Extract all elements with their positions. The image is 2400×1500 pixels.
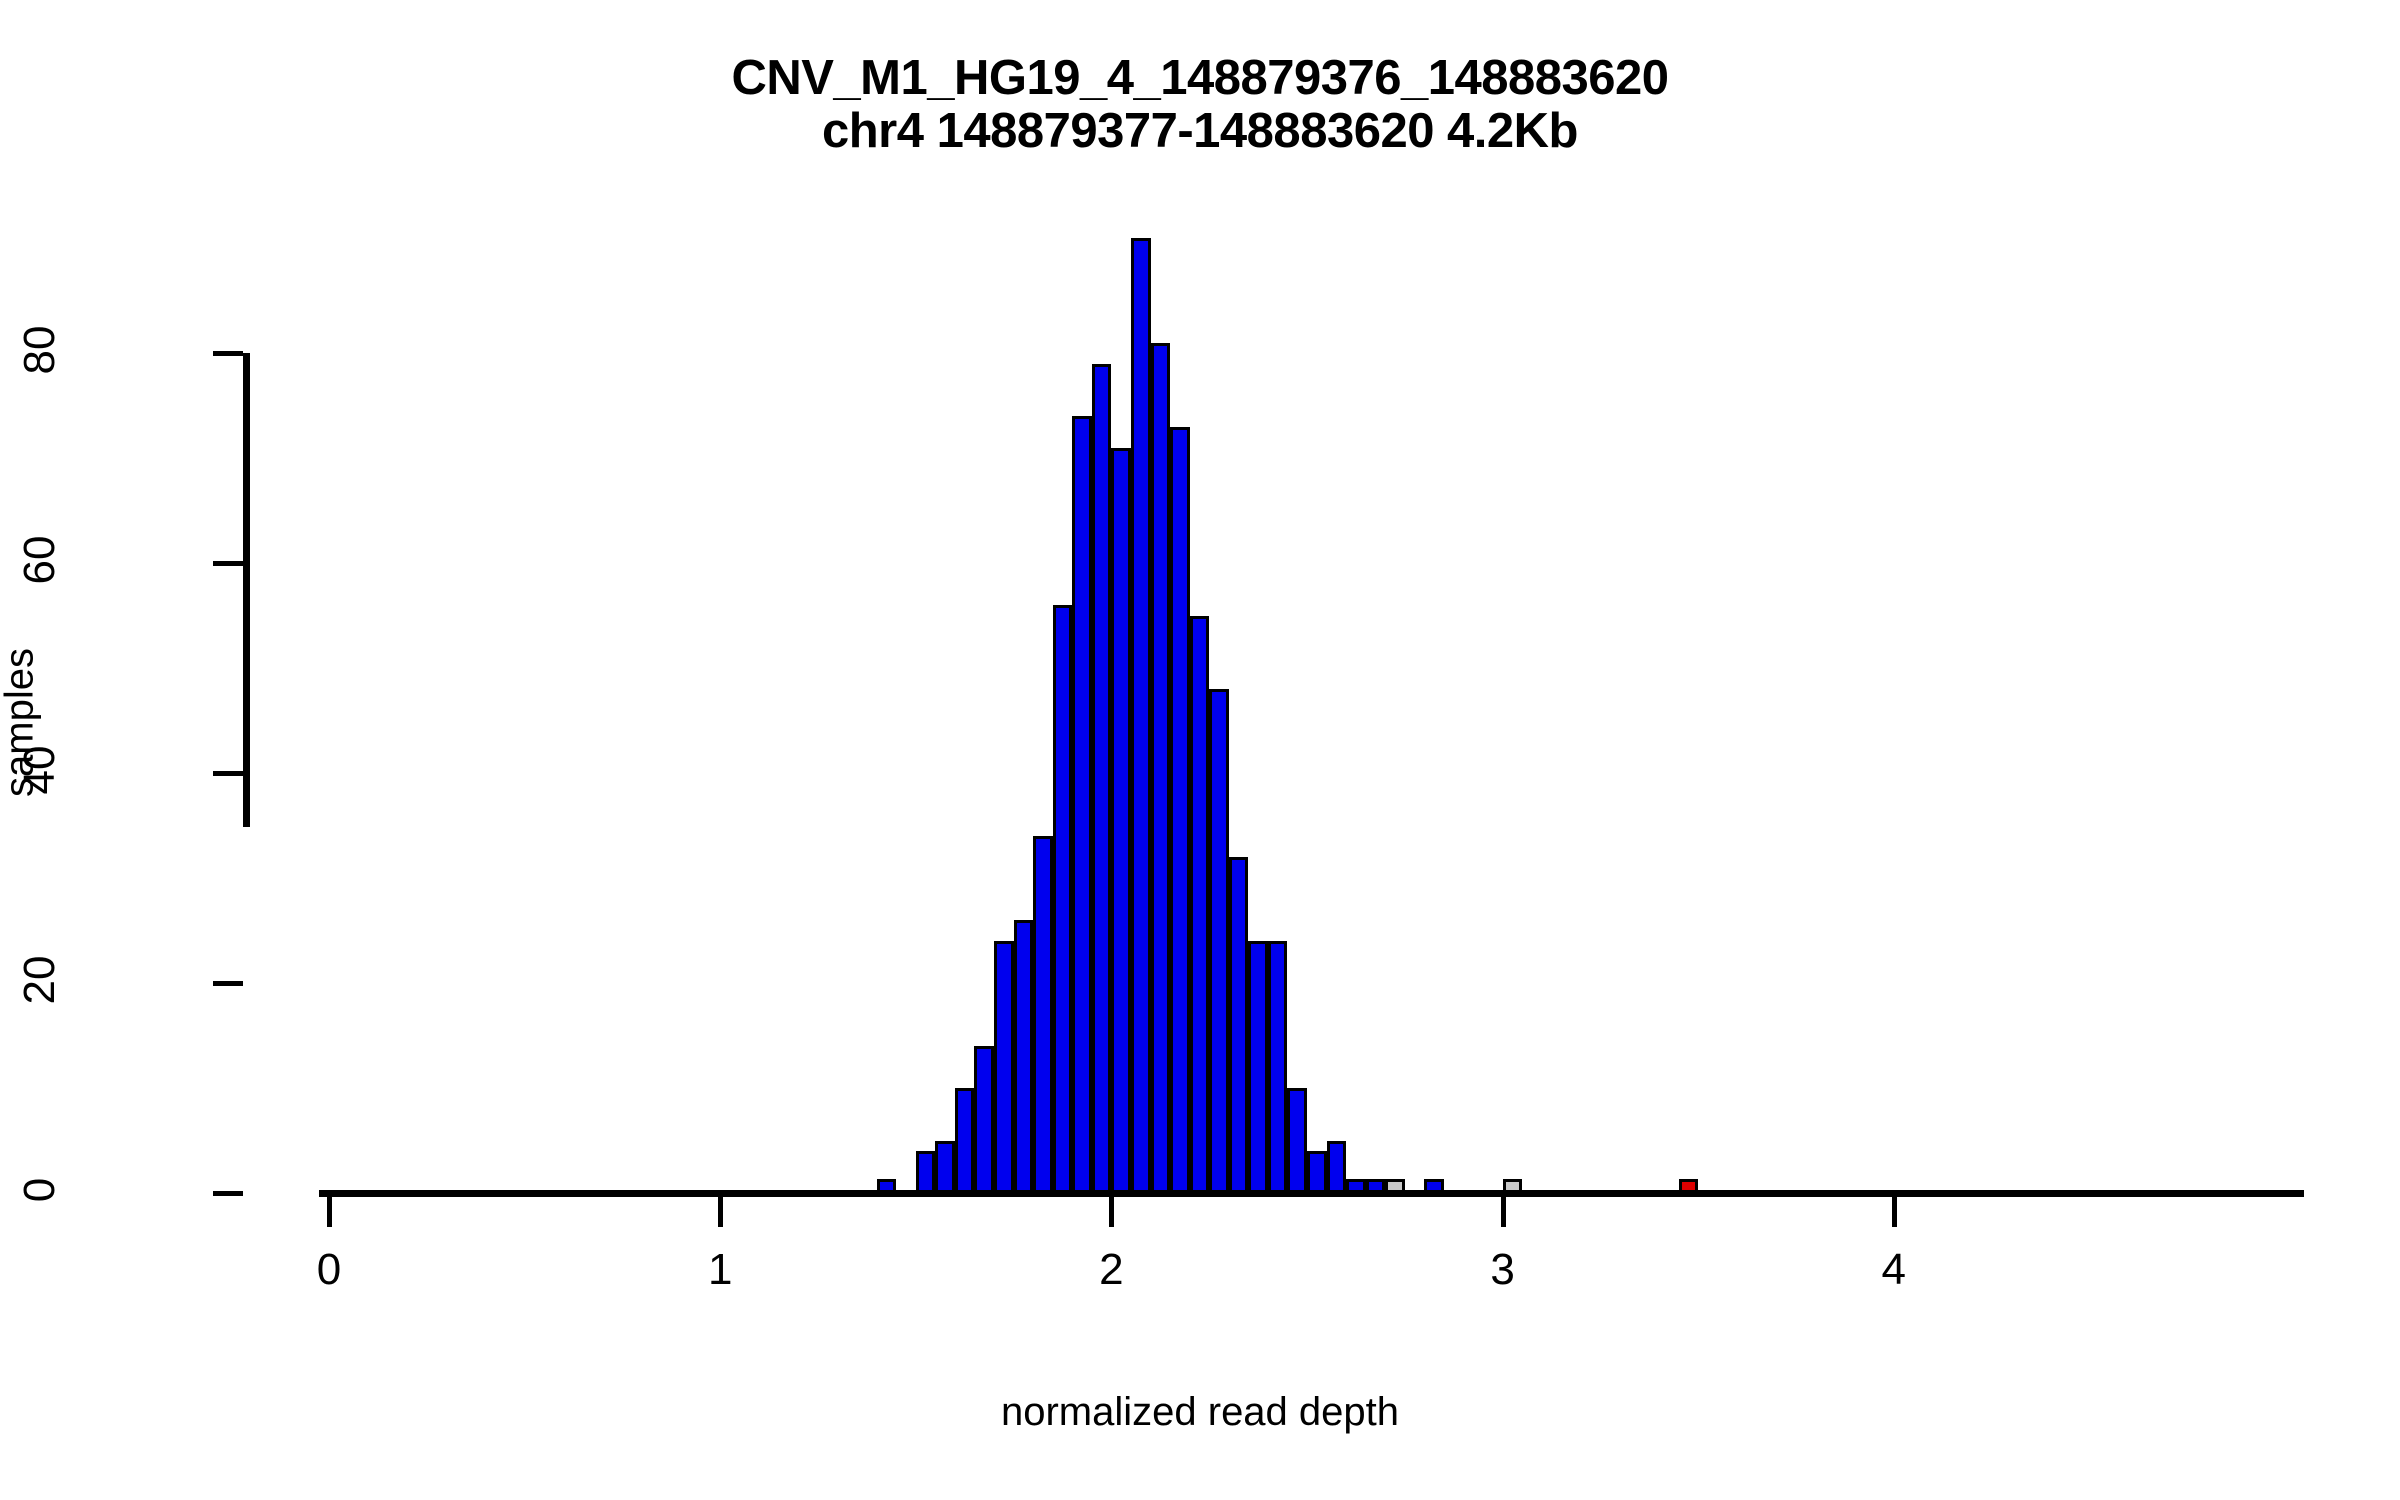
histogram-bar [1033, 836, 1053, 1193]
y-axis-tick-label: 80 [15, 325, 64, 375]
histogram-bar [1150, 342, 1171, 1193]
histogram-bar [1502, 1179, 1523, 1193]
histogram-bar [935, 1140, 955, 1193]
histogram-bar [1130, 237, 1151, 1193]
histogram-bar [915, 1151, 936, 1193]
histogram-bar [1385, 1179, 1405, 1193]
histogram-bar [1170, 426, 1190, 1193]
y-axis-tick [213, 351, 243, 356]
x-axis-tick [327, 1197, 332, 1227]
x-axis-tick-label: 4 [1881, 1245, 1907, 1294]
histogram-bar [954, 1088, 975, 1193]
x-axis-tick [718, 1197, 724, 1227]
histogram-bar [1072, 416, 1092, 1193]
histogram-bar [974, 1046, 995, 1193]
histogram-bar [1189, 615, 1210, 1193]
histogram-bar [1013, 920, 1034, 1193]
histogram-bar [1287, 1088, 1307, 1193]
x-axis-label: normalized read depth [1000, 1390, 1400, 1434]
y-axis-tick-label: 0 [15, 1177, 64, 1203]
histogram-bar [1326, 1140, 1347, 1193]
histogram-bar [1307, 1151, 1327, 1193]
x-axis-tick [1891, 1197, 1897, 1227]
histogram-bar [1267, 941, 1288, 1193]
histogram-bar [1228, 857, 1249, 1193]
x-axis-tick-label: 0 [316, 1245, 342, 1294]
histogram-bar [1346, 1179, 1366, 1193]
x-axis-tick [1500, 1197, 1506, 1227]
histogram-bar [1209, 689, 1229, 1193]
y-axis-label: samples [0, 648, 42, 797]
x-axis-tick-label: 1 [707, 1245, 733, 1294]
histogram-bar [1424, 1179, 1444, 1193]
x-axis-tick [1109, 1197, 1115, 1227]
y-axis-tick [213, 981, 243, 986]
histogram-bar [1111, 447, 1131, 1193]
histogram-bar [1052, 605, 1073, 1193]
histogram-bar [876, 1179, 897, 1193]
x-axis-tick-label: 2 [1099, 1245, 1124, 1294]
histogram-bar [1091, 363, 1112, 1193]
chart-title-line-1: CNV_M1_HG19_4_148879376_148883620 [731, 51, 1669, 105]
chart-title: CNV_M1_HG19_4_148879376_148883620 chr4 1… [0, 52, 2400, 158]
y-axis-line [243, 353, 250, 827]
y-axis-tick [213, 561, 243, 566]
y-axis-tick [213, 771, 243, 776]
histogram-bar [994, 941, 1014, 1193]
x-axis-tick-label: 3 [1490, 1245, 1515, 1294]
histogram-bar [1248, 941, 1268, 1193]
histogram-bar [1365, 1179, 1386, 1193]
histogram-bar [1678, 1179, 1699, 1193]
x-axis-line [319, 1190, 2304, 1197]
chart-title-line-2: chr4 148879377-148883620 4.2Kb [821, 103, 1579, 158]
y-axis-tick [213, 1191, 243, 1196]
